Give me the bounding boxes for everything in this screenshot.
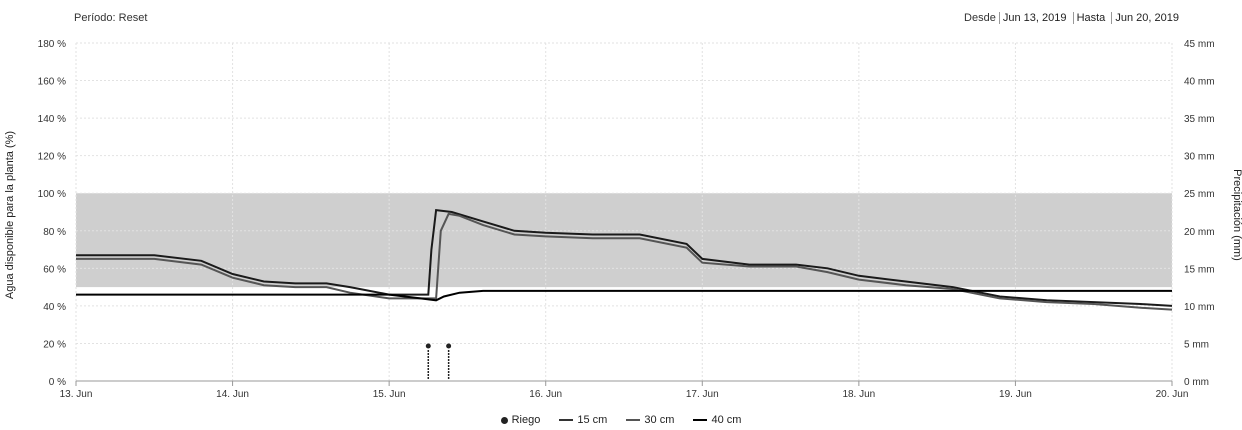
y2-tick-label: 0 mm: [1184, 377, 1209, 388]
legend-item-15cm[interactable]: 15 cm: [559, 414, 607, 426]
period-label: Período: [74, 12, 113, 24]
x-tick-label: 16. Jun: [529, 389, 562, 400]
x-axis: 13. Jun 14. Jun 15. Jun 16. Jun 17. Jun 18. J…: [60, 380, 1189, 400]
legend-label-40cm: 40 cm: [711, 414, 742, 427]
legend-label-riego: Riego: [511, 414, 541, 427]
target-band: [76, 193, 1172, 288]
series-line-30cm: [76, 212, 1173, 311]
x-tick-label: 19. Jun: [999, 389, 1032, 400]
y2-axis-title: Precipitación (mm): [1231, 169, 1242, 261]
legend: Riego 15 cm 30 cm 40 cm: [0, 414, 1242, 426]
y-tick-label: 60 %: [43, 264, 66, 275]
x-tick-label: 18. Jun: [842, 389, 875, 400]
y-tick-label: 160 %: [38, 77, 66, 88]
grid-lines: [75, 42, 1173, 382]
series-line-15cm: [76, 208, 1173, 307]
riego-marker-dot: [425, 343, 431, 349]
y2-tick-label: 45 mm: [1184, 39, 1215, 50]
y-tick-label: 40 %: [43, 302, 66, 313]
series-line-40cm: [76, 289, 1172, 302]
optimal-range-band: [76, 193, 1172, 288]
x-tick-label: 17. Jun: [686, 389, 719, 400]
y2-tick-label: 5 mm: [1184, 339, 1209, 350]
y-tick-label: 0 %: [49, 377, 66, 388]
reset-button[interactable]: Reset: [118, 12, 148, 24]
from-date-input[interactable]: Jun 13, 2019: [998, 12, 1070, 24]
y-tick-label: 140 %: [38, 114, 66, 125]
y2-tick-label: 15 mm: [1184, 264, 1215, 275]
x-tick-label: 14. Jun: [216, 389, 249, 400]
y2-tick-label: 25 mm: [1184, 189, 1215, 200]
x-tick-label: 20. Jun: [1156, 389, 1189, 400]
x-tick-label: 15. Jun: [373, 389, 406, 400]
y-tick-label: 80 %: [43, 227, 66, 238]
riego-marker-dot: [446, 343, 452, 349]
y-tick-label: 20 %: [43, 339, 66, 350]
legend-label-30cm: 30 cm: [644, 414, 675, 427]
legend-item-40cm[interactable]: 40 cm: [693, 414, 741, 426]
line-30cm-icon: [626, 419, 641, 422]
to-date-input[interactable]: Jun 20, 2019: [1111, 12, 1182, 24]
y-axis-left: 0 % 20 % 40 % 60 % 80 % 100 % 120 % 140 % 160 % 1…: [38, 39, 66, 388]
y2-tick-label: 30 mm: [1184, 152, 1215, 163]
from-label: Desde: [964, 12, 996, 24]
y-tick-label: 180 %: [38, 39, 66, 50]
y2-tick-label: 20 mm: [1184, 227, 1215, 238]
period-selector: Período: Reset: [74, 12, 148, 24]
line-40cm-icon: [693, 419, 708, 422]
riego-markers: [425, 343, 452, 380]
y-tick-label: 120 %: [38, 152, 66, 163]
series-lines: [76, 208, 1173, 311]
line-15cm-icon: [559, 419, 574, 422]
y-tick-label: 100 %: [38, 189, 66, 200]
y-axis-right: 0 mm 5 mm 10 mm 15 mm 20 mm 25 mm 30 mm 35 mm 40…: [1184, 39, 1215, 388]
legend-label-15cm: 15 cm: [577, 414, 608, 427]
legend-item-30cm[interactable]: 30 cm: [626, 414, 674, 426]
legend-item-riego[interactable]: Riego: [500, 414, 541, 427]
riego-dot-icon: [500, 416, 508, 424]
x-tick-label: 13. Jun: [60, 389, 93, 400]
y2-tick-label: 40 mm: [1184, 77, 1215, 88]
y-axis-title: Agua disponible para la planta (%): [4, 131, 16, 299]
date-range: Desde Jun 13, 2019 Hasta Jun 20, 2019: [964, 12, 1182, 24]
y2-tick-label: 10 mm: [1184, 302, 1215, 313]
to-label: Hasta: [1072, 12, 1109, 24]
y2-tick-label: 35 mm: [1184, 114, 1215, 125]
